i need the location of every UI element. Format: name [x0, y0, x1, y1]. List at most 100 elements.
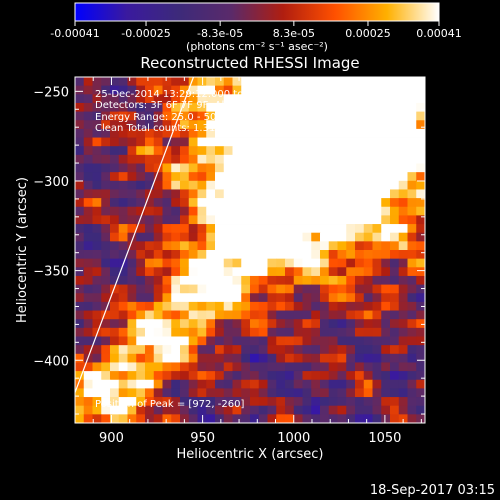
- heatmap-cell: [346, 345, 356, 355]
- heatmap-cell: [197, 77, 207, 87]
- heatmap-cell: [381, 180, 391, 190]
- heatmap-cell: [215, 327, 225, 337]
- heatmap-cell: [346, 397, 356, 407]
- heatmap-cell: [328, 154, 338, 164]
- heatmap-cell: [285, 128, 295, 138]
- heatmap-cell: [276, 267, 286, 277]
- heatmap-cell: [127, 163, 137, 173]
- heatmap-cell: [136, 232, 146, 242]
- heatmap-cell: [285, 163, 295, 173]
- heatmap-cell: [197, 189, 207, 199]
- heatmap-cell: [258, 189, 268, 199]
- footer-timestamp: 18-Sep-2017 03:15: [370, 483, 495, 498]
- heatmap-cell: [127, 94, 137, 104]
- heatmap-cell: [241, 85, 251, 95]
- heatmap-cell: [363, 94, 373, 104]
- heatmap-cell: [311, 198, 321, 208]
- heatmap-cell: [372, 94, 382, 104]
- heatmap-cell: [398, 154, 408, 164]
- heatmap-cell: [223, 327, 233, 337]
- heatmap-cell: [328, 267, 338, 277]
- heatmap-cell: [118, 163, 128, 173]
- heatmap-cell: [153, 275, 163, 285]
- heatmap-cell: [416, 327, 425, 337]
- heatmap-cell: [171, 94, 181, 104]
- heatmap-cell: [118, 414, 128, 423]
- heatmap-cell: [136, 336, 146, 346]
- heatmap-cell: [416, 224, 425, 234]
- heatmap-cell: [75, 336, 85, 346]
- heatmap-cell: [223, 319, 233, 329]
- heatmap-cell: [407, 284, 417, 294]
- heatmap-cell: [232, 224, 242, 234]
- heatmap-cell: [136, 206, 146, 216]
- heatmap-cell: [110, 371, 120, 381]
- heatmap-cell: [101, 241, 111, 251]
- heatmap-cell: [171, 258, 181, 268]
- heatmap-cell: [83, 154, 93, 164]
- heatmap-cell: [110, 301, 120, 311]
- heatmap-cell: [127, 77, 137, 87]
- heatmap-cell: [127, 310, 137, 320]
- heatmap-cell: [250, 180, 260, 190]
- heatmap-cell: [381, 250, 391, 260]
- heatmap-cell: [390, 379, 400, 389]
- heatmap-cell: [92, 215, 102, 225]
- heatmap-cell: [337, 414, 347, 423]
- heatmap-cell: [153, 301, 163, 311]
- heatmap-cell: [285, 345, 295, 355]
- heatmap-cell: [363, 163, 373, 173]
- heatmap-cell: [267, 180, 277, 190]
- heatmap-cell: [136, 128, 146, 138]
- heatmap-cell: [250, 250, 260, 260]
- heatmap-cell: [145, 327, 155, 337]
- heatmap-cell: [241, 293, 251, 303]
- heatmap-cell: [92, 120, 102, 130]
- heatmap-cell: [153, 405, 163, 415]
- heatmap-cell: [162, 336, 172, 346]
- heatmap-cell: [232, 94, 242, 104]
- heatmap-cell: [407, 206, 417, 216]
- heatmap-cell: [390, 319, 400, 329]
- heatmap-cell: [267, 397, 277, 407]
- heatmap-cell: [258, 310, 268, 320]
- heatmap-cell: [285, 371, 295, 381]
- heatmap-cell: [250, 137, 260, 147]
- heatmap-cell: [258, 319, 268, 329]
- heatmap-cell: [127, 345, 137, 355]
- heatmap-cell: [197, 405, 207, 415]
- heatmap-cell: [355, 327, 365, 337]
- heatmap-cell: [276, 353, 286, 363]
- heatmap-cell: [118, 189, 128, 199]
- heatmap-cell: [416, 206, 425, 216]
- heatmap-cell: [250, 336, 260, 346]
- heatmap-cell: [153, 353, 163, 363]
- heatmap-cell: [180, 405, 190, 415]
- heatmap-cell: [355, 258, 365, 268]
- heatmap-cell: [127, 120, 137, 130]
- heatmap-cell: [250, 94, 260, 104]
- heatmap-cell: [223, 215, 233, 225]
- heatmap-cell: [311, 206, 321, 216]
- heatmap-cell: [302, 336, 312, 346]
- heatmap-cell: [223, 362, 233, 372]
- heatmap-cell: [118, 293, 128, 303]
- heatmap-cell: [258, 379, 268, 389]
- heatmap-cell: [302, 250, 312, 260]
- heatmap-cell: [337, 310, 347, 320]
- heatmap-cell: [407, 362, 417, 372]
- heatmap-cell: [153, 345, 163, 355]
- heatmap-cell: [337, 336, 347, 346]
- heatmap-cell: [215, 102, 225, 112]
- heatmap-cell: [293, 206, 303, 216]
- solar-limb-line: [75, 77, 195, 393]
- heatmap-cell: [381, 102, 391, 112]
- heatmap-cell: [83, 180, 93, 190]
- heatmap-cell: [416, 128, 425, 138]
- heatmap-cell: [390, 94, 400, 104]
- heatmap-cell: [276, 189, 286, 199]
- heatmap-cell: [92, 284, 102, 294]
- heatmap-cell: [258, 120, 268, 130]
- heatmap-cell: [328, 137, 338, 147]
